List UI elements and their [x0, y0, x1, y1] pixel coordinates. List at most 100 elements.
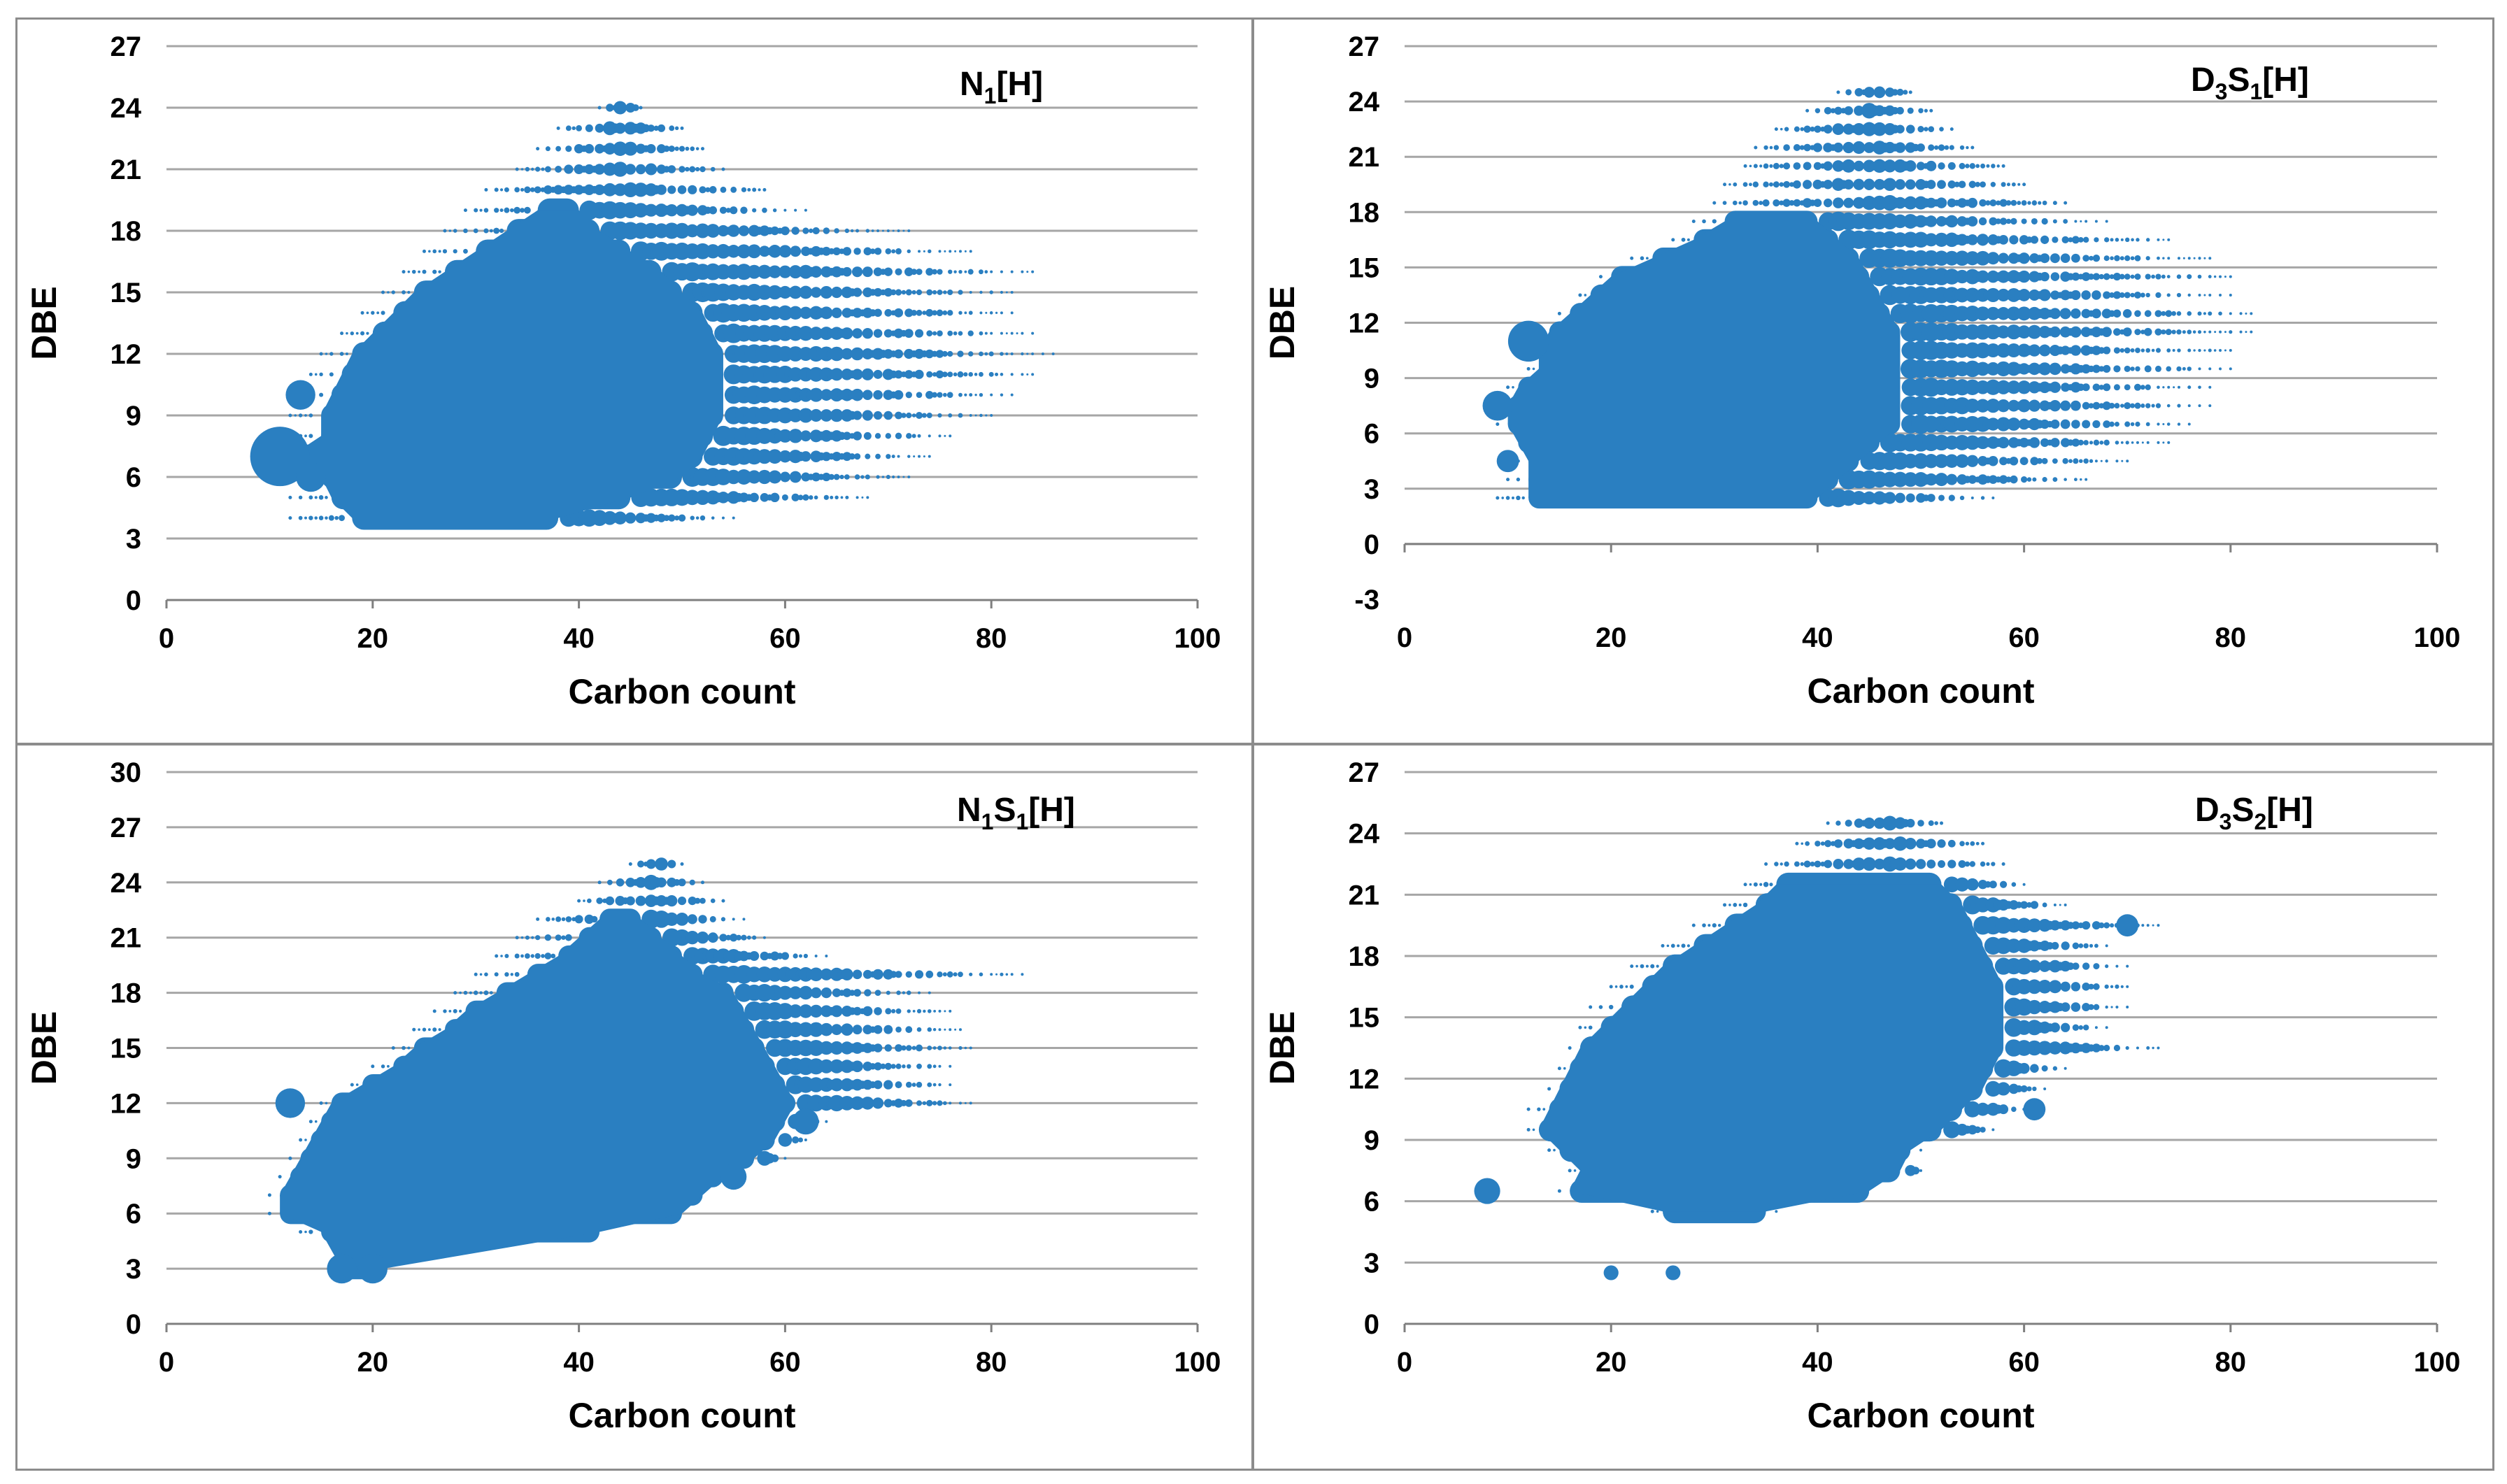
data-point	[823, 494, 829, 500]
data-point	[2113, 328, 2121, 336]
data-point	[1833, 839, 1843, 848]
data-point	[1547, 1148, 1551, 1153]
data-point	[1926, 160, 1937, 171]
data-point	[2136, 238, 2140, 242]
data-point	[1789, 200, 1795, 206]
data-point	[1937, 180, 1946, 190]
data-point	[990, 331, 993, 335]
data-point	[1630, 964, 1634, 969]
data-point	[969, 1046, 972, 1050]
data-point	[897, 229, 900, 232]
data-point	[984, 331, 988, 335]
data-point	[830, 1041, 844, 1055]
data-point	[686, 931, 699, 945]
data-point	[1010, 270, 1014, 273]
data-point	[942, 972, 947, 977]
data-point	[969, 414, 972, 417]
data-point	[2103, 255, 2110, 262]
data-point	[304, 434, 307, 438]
data-point	[949, 1009, 952, 1013]
data-point	[844, 228, 850, 234]
data-point	[958, 392, 963, 397]
data-point	[1925, 215, 1938, 227]
data-point	[680, 862, 684, 866]
data-point	[886, 454, 891, 459]
data-point	[2040, 438, 2050, 448]
data-point	[2001, 164, 2005, 168]
data-point	[2064, 201, 2068, 205]
data-point	[2081, 272, 2091, 281]
data-point	[2050, 1022, 2060, 1033]
data-point	[1800, 127, 1805, 131]
data-point	[2130, 348, 2135, 353]
data-point	[1938, 162, 1945, 170]
data-point	[788, 346, 804, 362]
y-tick-label: 0	[1364, 1309, 1379, 1340]
data-point	[463, 208, 467, 213]
data-point	[2060, 290, 2071, 301]
data-point	[2102, 401, 2111, 411]
data-point	[2219, 330, 2222, 334]
data-point	[1005, 291, 1008, 294]
data-point	[901, 290, 907, 295]
data-point	[852, 308, 862, 318]
data-point	[1964, 379, 1980, 395]
data-point	[1005, 973, 1009, 976]
data-point	[329, 372, 334, 377]
data-point	[862, 1062, 873, 1071]
data-point	[2114, 403, 2120, 409]
data-point	[635, 143, 646, 154]
data-point	[1010, 291, 1014, 294]
data-point	[1474, 1178, 1500, 1204]
data-point	[1629, 984, 1634, 989]
data-point	[904, 267, 914, 276]
data-point	[2166, 275, 2171, 278]
data-point	[294, 414, 297, 417]
data-point	[443, 229, 447, 233]
data-point	[1733, 903, 1738, 907]
data-point	[853, 1006, 862, 1015]
data-point	[1702, 219, 1706, 224]
data-point	[747, 244, 762, 259]
data-point	[902, 991, 906, 994]
data-point	[2193, 257, 2196, 259]
data-point	[1989, 475, 1998, 484]
data-point	[979, 972, 983, 977]
data-point	[1975, 897, 1991, 913]
data-point	[1795, 841, 1799, 846]
data-point	[928, 991, 931, 994]
data-point	[625, 878, 636, 887]
data-point	[1026, 271, 1029, 273]
data-point	[937, 413, 942, 418]
data-point	[1686, 238, 1690, 241]
data-point	[944, 434, 946, 437]
data-point	[1835, 820, 1841, 826]
data-point	[954, 250, 957, 252]
data-point	[1584, 294, 1587, 297]
data-point	[1537, 1107, 1541, 1111]
data-point	[1836, 90, 1840, 94]
data-point	[1656, 964, 1659, 968]
data-point	[2104, 984, 2109, 989]
y-tick-label: -3	[1354, 585, 1379, 615]
data-point	[1969, 861, 1975, 867]
data-point	[2082, 1003, 2091, 1012]
data-point	[687, 914, 697, 925]
data-point	[883, 349, 893, 359]
data-point	[2113, 365, 2121, 373]
data-point	[1743, 883, 1747, 887]
data-point	[2176, 311, 2182, 316]
data-point	[1884, 492, 1896, 504]
data-point	[968, 372, 974, 377]
data-point	[565, 916, 572, 922]
data-point	[285, 380, 315, 410]
data-point	[288, 495, 292, 499]
data-point	[2112, 309, 2122, 318]
data-point	[360, 331, 365, 336]
data-point	[709, 915, 716, 922]
data-point	[1989, 880, 1997, 889]
data-point	[1964, 306, 1981, 322]
data-point	[1823, 143, 1833, 152]
data-point	[1780, 862, 1783, 866]
data-point	[535, 935, 541, 941]
